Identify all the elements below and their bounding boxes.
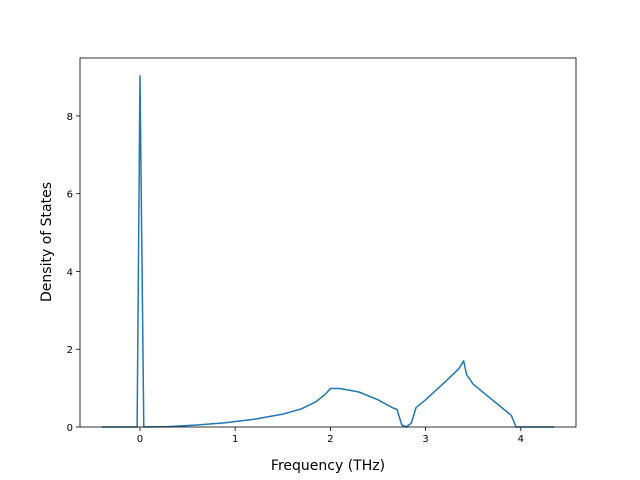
x-tick-label: 4 [518, 434, 524, 445]
y-tick-label: 0 [67, 423, 73, 434]
y-tick-label: 8 [67, 112, 73, 123]
y-tick-label: 4 [67, 267, 73, 278]
y-tick-label: 2 [67, 345, 73, 356]
axes-frame [79, 57, 577, 428]
y-axis-label: Density of States [39, 182, 55, 302]
x-tick-label: 0 [137, 434, 143, 445]
x-axis-label: Frequency (THz) [271, 458, 385, 474]
x-tick-label: 2 [327, 434, 333, 445]
x-tick-label: 3 [422, 434, 428, 445]
x-tick-label: 1 [232, 434, 238, 445]
dos-line [101, 75, 555, 428]
y-tick-label: 6 [67, 190, 73, 201]
